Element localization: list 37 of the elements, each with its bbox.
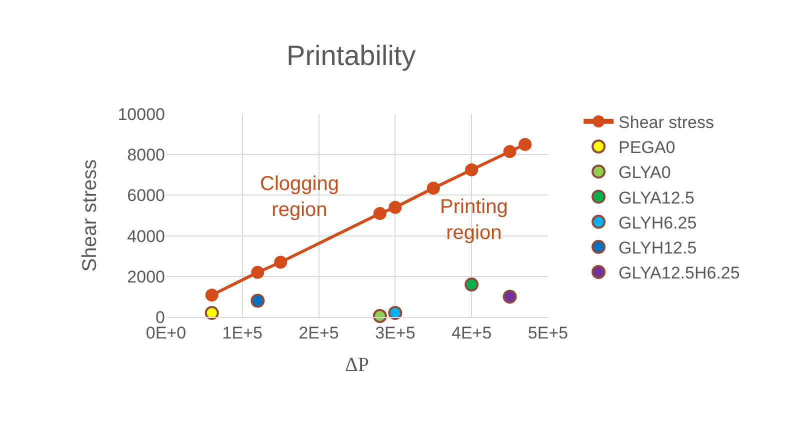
point [388,200,402,214]
point [465,163,478,176]
legend-label: GLYH6.25 [618,213,697,232]
point [250,294,265,308]
point [502,290,517,304]
point [205,288,218,302]
y-tick-label: 10000 [118,104,165,124]
x-axis-title: ΔP [345,354,369,376]
annotation: Printing region [440,196,508,244]
y-tick-label: 8000 [127,146,165,165]
x-tick-label: 2E+5 [298,323,339,342]
point [388,306,402,320]
legend-label: GLYH12.5 [618,238,697,258]
point [518,138,532,151]
x-tick-label: 3E+5 [375,323,416,342]
x-tick-label: 1E+5 [222,323,262,342]
legend-label: GLYA0 [618,163,671,182]
point [503,145,516,158]
y-axis-title: Shear stress [79,159,102,272]
legend-label: GLYA12.5H6.25 [618,264,740,283]
y-tick-label: 6000 [127,186,165,206]
point [464,278,479,292]
x-tick-label: 5E+5 [528,323,568,342]
point [204,306,219,320]
point [426,182,440,195]
point [274,256,288,269]
legend-label: GLYA12.5 [618,188,694,208]
point [372,308,387,323]
legend-label: Shear stress [618,113,714,132]
legend-label: PEGA0 [618,138,676,158]
y-tick-label: 4000 [127,226,165,246]
chart-title: Printability [286,40,416,72]
x-tick-label: 4E+5 [452,323,492,342]
point [251,266,264,279]
point [373,206,386,220]
y-tick-label: 2000 [127,267,165,286]
annotation: Clogging region [260,173,339,221]
